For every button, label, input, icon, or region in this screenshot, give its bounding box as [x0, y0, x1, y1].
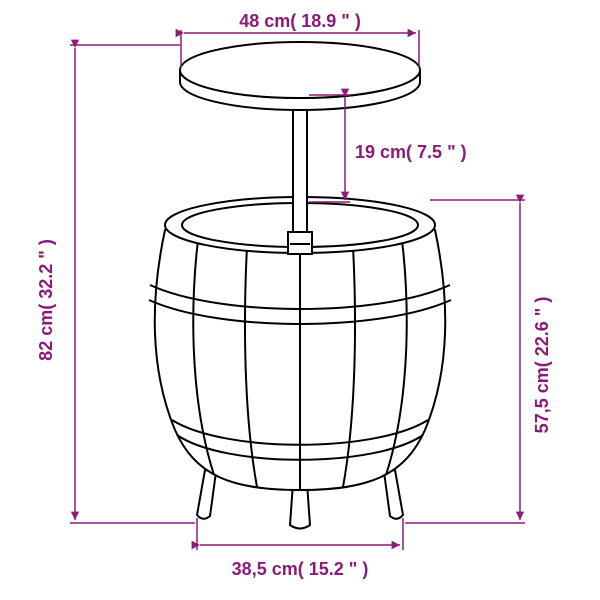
base-d-in: 15.2 ": [309, 559, 358, 579]
full-h-cm: 82 cm: [36, 310, 56, 361]
svg-text:82 cm( 32.2 " ): 82 cm( 32.2 " ): [36, 239, 56, 361]
product-drawing: [149, 42, 451, 529]
top-diameter-cm: 48 cm: [239, 11, 290, 31]
svg-text:19 cm( 7.5 " ): 19 cm( 7.5 " ): [355, 142, 467, 162]
svg-text:57,5 cm( 22.6 " ): 57,5 cm( 22.6 " ): [532, 297, 552, 434]
pole-cm: 19 cm: [355, 142, 406, 162]
pole-in: 7.5 ": [417, 142, 456, 162]
full-h-in: 32.2 ": [36, 250, 56, 299]
barrel-h-cm: 57,5 cm: [532, 367, 552, 433]
svg-text:48 cm( 18.9 " ): 48 cm( 18.9 " ): [239, 11, 361, 31]
top-diameter-in: 18.9 ": [301, 11, 350, 31]
dimension-diagram: 48 cm( 18.9 " ) 19 cm( 7.5 " ) 82 cm( 32…: [0, 0, 600, 600]
base-d-cm: 38,5 cm: [232, 559, 298, 579]
barrel-h-in: 22.6 ": [532, 308, 552, 357]
svg-text:38,5 cm( 15.2 " ): 38,5 cm( 15.2 " ): [232, 559, 369, 579]
